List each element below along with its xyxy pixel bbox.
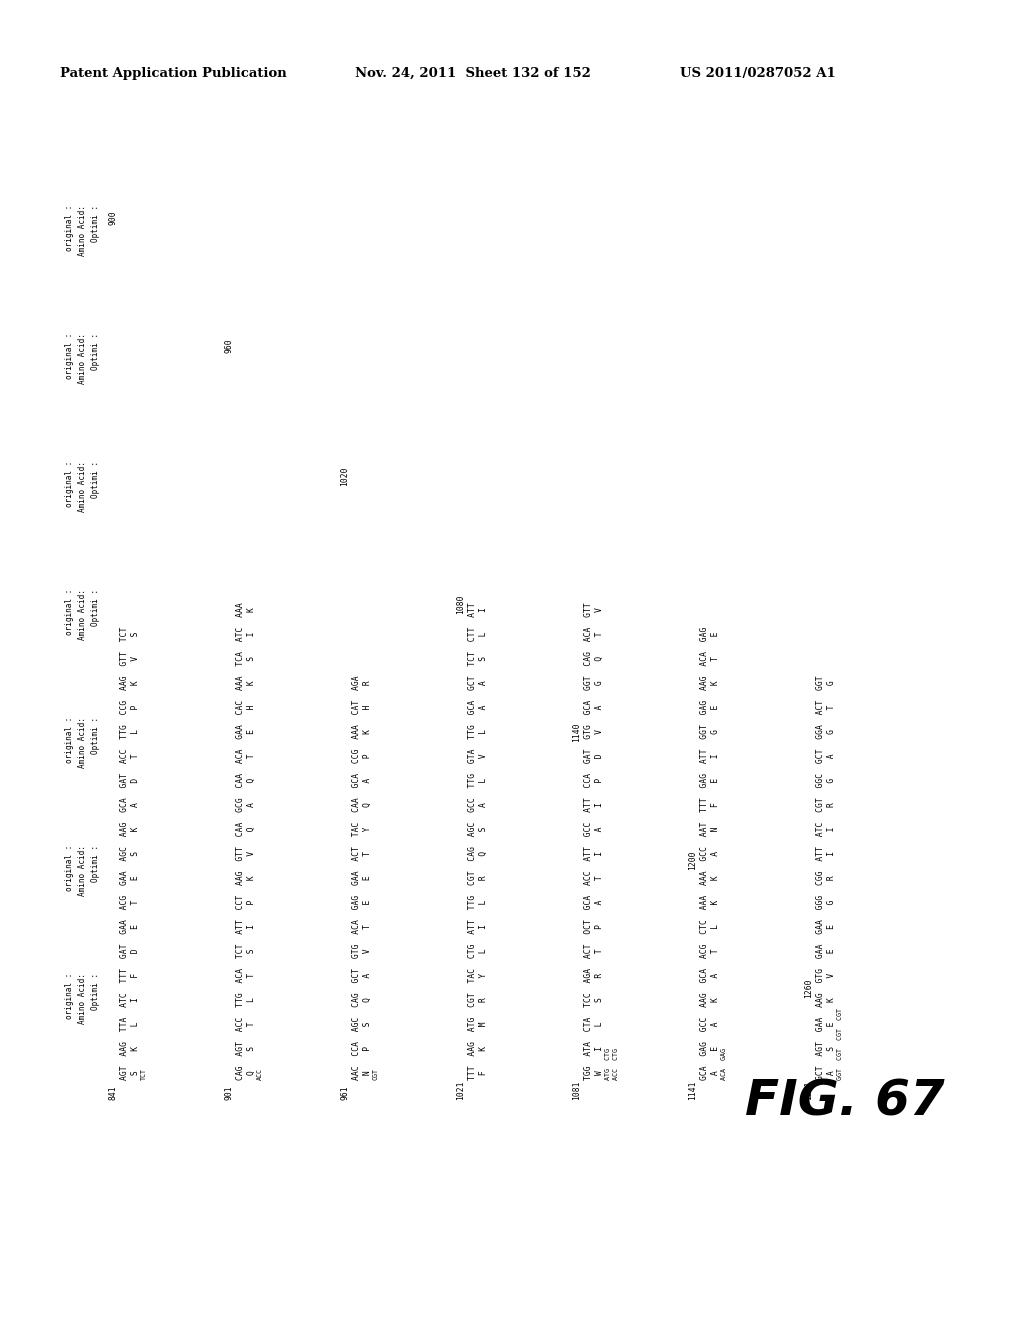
Text: 1081: 1081 [572, 1081, 581, 1100]
Text: 841: 841 [108, 1085, 117, 1100]
Text: 1141: 1141 [688, 1081, 697, 1100]
Text: Amino Acid:: Amino Acid: [78, 589, 87, 640]
Text: A    E    A    K    A    T    L    K    K    A    N    F    E    I    G    E    : A E A K A T L K K A N F E I G E [711, 631, 720, 1080]
Text: GCT  AGT  GAA  AAG  GTG  GAA  GAA  GGG  CGG  ATT  ATC  CGT  GGC  GCT  GGA  ACT  : GCT AGT GAA AAG GTG GAA GAA GGG CGG ATT … [816, 676, 825, 1080]
Text: ACC  CTG: ACC CTG [613, 1048, 618, 1080]
Text: Q    S    T    L    T    S    I    P    K    V    Q    A    Q    T    E    H    : Q S T L T S I P K V Q A Q T E H [247, 607, 256, 1080]
Text: CGT: CGT [373, 1068, 379, 1080]
Text: F    K    M    R    Y    L    I    L    R    Q    S    A    L    V    L    A    : F K M R Y L I L R Q S A L V L A [479, 607, 488, 1080]
Text: 1200: 1200 [688, 850, 697, 870]
Text: 900: 900 [108, 210, 117, 224]
Text: W    I    L    S    R    T    P    A    T    I    A    I    P    D    V    A    : W I L S R T P A T I A I P D V A [595, 607, 604, 1080]
Text: Optimi :: Optimi : [91, 461, 100, 498]
Text: Amino Acid:: Amino Acid: [78, 973, 87, 1024]
Text: Optimi :: Optimi : [91, 205, 100, 242]
Text: CAG  AGT  ACC  TTG  ACA  TCT  ATT  CCT  AAG  GTT  CAA  GCG  CAA  ACA  GAA  CAC  : CAG AGT ACC TTG ACA TCT ATT CCT AAG GTT … [236, 602, 245, 1080]
Text: ATG  CTG: ATG CTG [605, 1048, 611, 1080]
Text: Optimi :: Optimi : [91, 973, 100, 1010]
Text: S    K    L    I    F    D    E    T    E    S    K    A    D    T    L    P    : S K L I F D E T E S K A D T L P [131, 631, 140, 1080]
Text: Amino Acid:: Amino Acid: [78, 333, 87, 384]
Text: 1261: 1261 [804, 1081, 813, 1100]
Text: TCT: TCT [141, 1068, 147, 1080]
Text: Optimi :: Optimi : [91, 717, 100, 754]
Text: 1020: 1020 [340, 466, 349, 486]
Text: Optimi :: Optimi : [91, 333, 100, 370]
Text: 1080: 1080 [456, 594, 465, 614]
Text: original :: original : [65, 845, 74, 891]
Text: TTT  AAG  ATG  CGT  TAC  CTG  ATT  TTG  CGT  CAG  AGC  GCC  TTG  GTA  TTG  GCA  : TTT AAG ATG CGT TAC CTG ATT TTG CGT CAG … [468, 602, 477, 1080]
Text: Amino Acid:: Amino Acid: [78, 845, 87, 896]
Text: A    S    E    K    V    E    E    G    R    I    I    R    G    A    G    T    : A S E K V E E G R I I R G A G T [827, 680, 836, 1080]
Text: Nov. 24, 2011  Sheet 132 of 152: Nov. 24, 2011 Sheet 132 of 152 [355, 67, 591, 81]
Text: 901: 901 [224, 1085, 233, 1100]
Text: original :: original : [65, 461, 74, 507]
Text: original :: original : [65, 205, 74, 251]
Text: 1140: 1140 [572, 722, 581, 742]
Text: AGT  AAG  TTA  ATC  TTT  GAT  GAA  ACG  GAA  AGC  AAG  GCA  GAT  ACC  TTG  CCG  : AGT AAG TTA ATC TTT GAT GAA ACG GAA AGC … [120, 627, 129, 1080]
Text: US 2011/0287052 A1: US 2011/0287052 A1 [680, 67, 836, 81]
Text: AAC  CCA  AGC  CAG  GCT  GTG  ACA  GAG  GAA  ACT  TAC  CAA  GCA  CCG  AAA  CAT  : AAC CCA AGC CAG GCT GTG ACA GAG GAA ACT … [352, 676, 361, 1080]
Text: ACC: ACC [257, 1068, 263, 1080]
Text: 1260: 1260 [804, 978, 813, 998]
Text: N    P    S    Q    A    V    T    E    E    T    Y    Q    A    P    K    H    : N P S Q A V T E E T Y Q A P K H [362, 680, 372, 1080]
Text: Amino Acid:: Amino Acid: [78, 717, 87, 768]
Text: TGG  ATA  CTA  TCC  AGA  ACT  OCT  GCA  ACC  ATT  GCC  ATT  CCA  GAT  GTG  GCA  : TGG ATA CTA TCC AGA ACT OCT GCA ACC ATT … [584, 602, 593, 1080]
Text: 1021: 1021 [456, 1081, 465, 1100]
Text: 961: 961 [340, 1085, 349, 1100]
Text: original :: original : [65, 333, 74, 379]
Text: Optimi :: Optimi : [91, 589, 100, 626]
Text: Amino Acid:: Amino Acid: [78, 461, 87, 512]
Text: original :: original : [65, 973, 74, 1019]
Text: 960: 960 [224, 338, 233, 352]
Text: GCA  GAG  GCC  AAG  GCA  ACG  CTC  AAA  AAA  GCC  AAT  TTT  GAG  ATT  GGT  GAG  : GCA GAG GCC AAG GCA ACG CTC AAA AAA GCC … [700, 627, 709, 1080]
Text: FIG. 67: FIG. 67 [745, 1077, 944, 1125]
Text: Optimi :: Optimi : [91, 845, 100, 882]
Text: GGT  CGT  CGT  CGT: GGT CGT CGT CGT [837, 1008, 843, 1080]
Text: Amino Acid:: Amino Acid: [78, 205, 87, 256]
Text: original :: original : [65, 717, 74, 763]
Text: original :: original : [65, 589, 74, 635]
Text: ACA  GAG: ACA GAG [721, 1048, 727, 1080]
Text: Patent Application Publication: Patent Application Publication [60, 67, 287, 81]
